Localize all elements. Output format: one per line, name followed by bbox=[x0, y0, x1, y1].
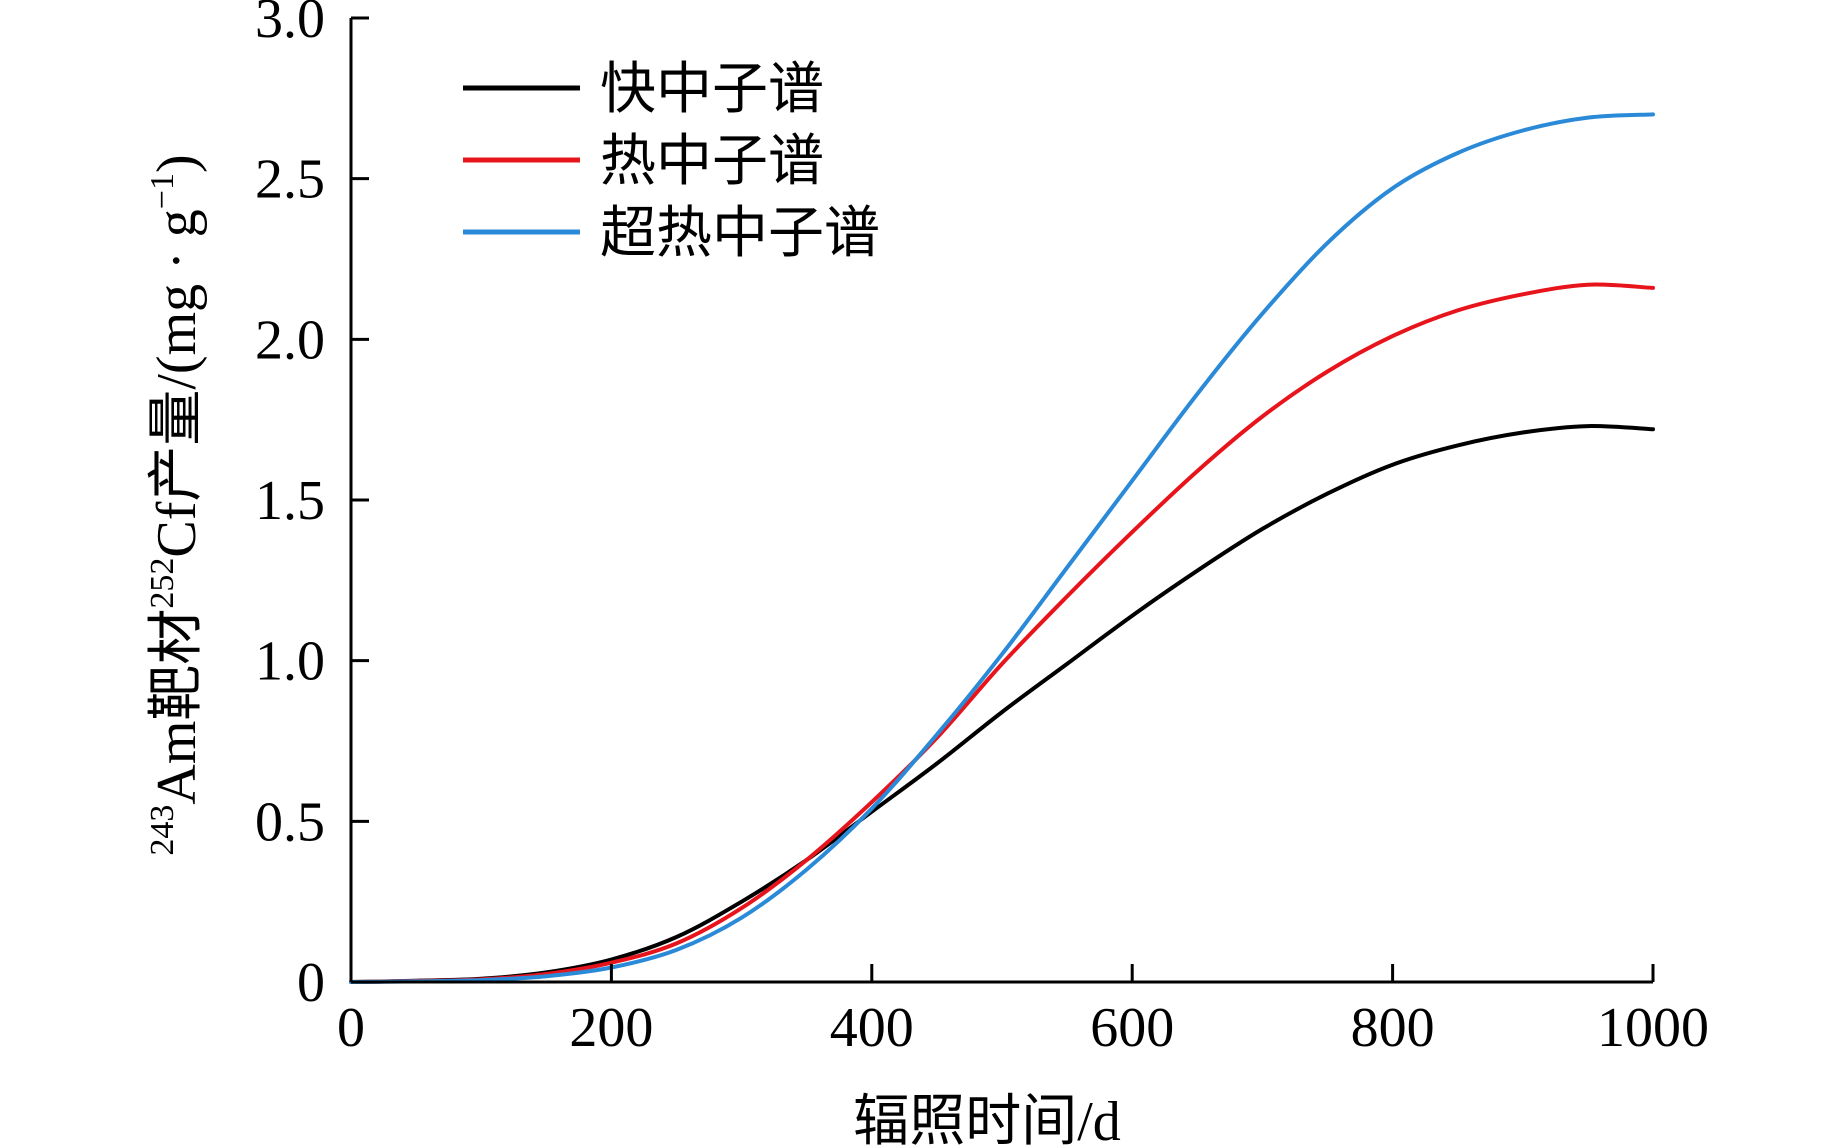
ticks-layer: 0 200 400 600 800 1000 0 0.5 1.0 1.5 2.0 2.5 3.0 bbox=[255, 0, 1709, 1059]
x-tick-label: 600 bbox=[1090, 997, 1174, 1059]
y-axis-title-part-3: ) bbox=[146, 154, 208, 173]
x-axis-title: 辐照时间/d bbox=[853, 1091, 1121, 1147]
y-tick-label: 0 bbox=[297, 952, 325, 1014]
x-tick-label: 1000 bbox=[1597, 997, 1709, 1059]
legend-label-2: 热中子谱 bbox=[600, 131, 824, 193]
y-tick-label: 2.5 bbox=[255, 149, 325, 211]
y-axis-title: 243Am靶材252Cf产量/(mg · g−1) bbox=[144, 154, 208, 855]
series-line-3 bbox=[349, 112, 1655, 984]
y-axis-isotope-1: 243 bbox=[144, 805, 181, 856]
y-axis-title-part-2: Cf产量/(mg · g bbox=[146, 209, 208, 557]
y-tick-label: 3.0 bbox=[255, 0, 325, 50]
y-tick-label: 0.5 bbox=[255, 791, 325, 853]
y-axis-title-part-1: Am靶材 bbox=[146, 609, 208, 805]
x-tick-label: 200 bbox=[569, 997, 653, 1059]
series-layer bbox=[349, 112, 1655, 984]
y-tick-label: 2.0 bbox=[255, 309, 325, 371]
y-tick-label: 1.5 bbox=[255, 470, 325, 532]
series-line-2 bbox=[349, 282, 1655, 984]
y-tick-label: 1.0 bbox=[255, 631, 325, 693]
axes-layer bbox=[349, 18, 1653, 984]
legend-label-3: 超热中子谱 bbox=[600, 203, 880, 265]
y-axis-exponent: −1 bbox=[144, 173, 181, 209]
y-axis-isotope-2: 252 bbox=[144, 558, 181, 609]
x-tick-label: 400 bbox=[830, 997, 914, 1059]
x-tick-label: 800 bbox=[1351, 997, 1435, 1059]
x-tick-label: 0 bbox=[337, 997, 365, 1059]
series-line-1 bbox=[349, 424, 1655, 984]
legend-label-1: 快中子谱 bbox=[600, 59, 824, 121]
